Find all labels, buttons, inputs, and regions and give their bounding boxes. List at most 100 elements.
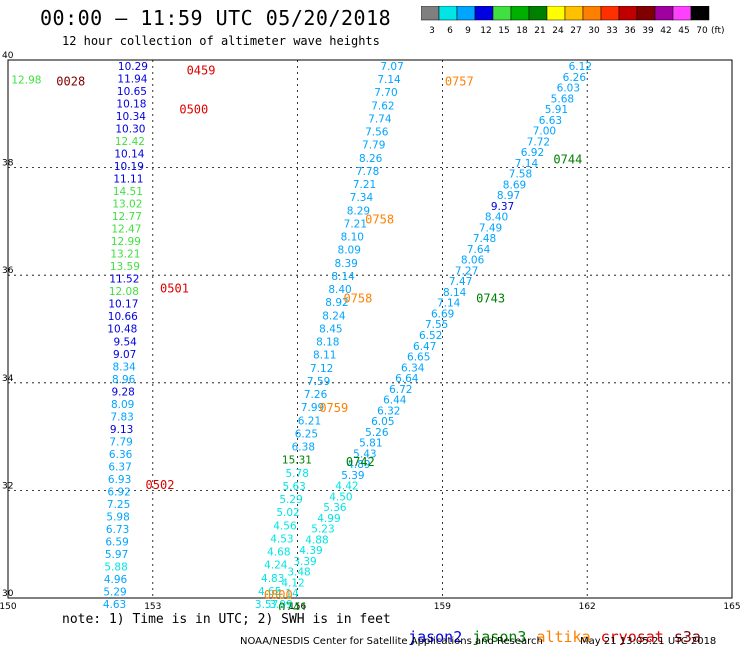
credit-line: NOAA/NESDIS Center for Satellite Applica… [240, 636, 543, 647]
x-tick-label: 156 [289, 602, 306, 610]
wave-height-label: 7.14 [515, 158, 539, 170]
wave-height-label: 4.12 [281, 577, 304, 589]
wave-height-label: 4.63 [103, 599, 126, 610]
wave-height-label: 9.37 [491, 201, 514, 213]
wave-height-label: 6.44 [383, 395, 407, 407]
wave-height-label: 12.98 [11, 74, 41, 86]
wave-height-label: 4.14 [275, 588, 299, 600]
wave-height-label: 3.99 [269, 599, 292, 610]
wave-height-label: 4.99 [317, 513, 340, 525]
wave-height-label: 14.51 [113, 186, 143, 198]
x-tick-label: 165 [723, 602, 740, 610]
wave-height-label: 7.12 [310, 363, 333, 375]
wave-height-label: 11.94 [117, 74, 147, 86]
wave-height-label: 6.93 [108, 474, 131, 486]
pass-time-label: 0744 [553, 152, 582, 166]
pass-time-label: 0501 [160, 282, 189, 296]
wave-height-label: 6.92 [521, 147, 544, 159]
wave-height-label: 8.45 [319, 323, 342, 335]
wave-height-label: 7.21 [353, 179, 376, 191]
y-tick-label: 34 [2, 374, 14, 384]
wave-height-label: 8.18 [316, 337, 339, 349]
legend-jason3: jason3 [472, 628, 527, 646]
wave-height-label: 7.99 [301, 402, 324, 414]
wave-height-label: 8.96 [112, 374, 136, 386]
wave-height-label: 7.34 [350, 192, 374, 204]
wave-height-label: 10.18 [116, 99, 146, 111]
generated-timestamp: May 21 13:05:21 UTC 2018 [580, 636, 717, 647]
wave-height-label: 12.99 [111, 236, 141, 248]
pass-time-label: 0742 [346, 455, 375, 469]
chart-subtitle: 12 hour collection of altimeter wave hei… [62, 34, 380, 48]
wave-height-label: 10.19 [114, 161, 144, 173]
wave-height-label: 12.42 [115, 136, 145, 148]
wave-height-label: 6.37 [108, 461, 131, 473]
pass-time-label: 0500 [179, 102, 208, 116]
wave-height-label: 7.00 [533, 126, 556, 138]
color-scale-tick: 39 [642, 26, 654, 36]
x-tick-label: 153 [144, 602, 161, 610]
wave-height-label: 9.07 [113, 349, 136, 361]
color-scale-unit: (ft) [711, 26, 725, 36]
color-scale-tick: 3 [429, 26, 435, 36]
wave-height-label: 9.28 [111, 386, 134, 398]
wave-height-label: 8.40 [328, 284, 351, 296]
pass-time-label: 0758 [365, 213, 394, 227]
y-tick-label: 36 [2, 266, 14, 276]
chart-title: 00:00 – 11:59 UTC 05/20/2018 [40, 6, 392, 30]
wave-height-label: 7.78 [356, 166, 379, 178]
wave-height-label: 6.64 [395, 373, 419, 385]
wave-height-label: 4.39 [299, 545, 322, 557]
legend-jason2: jason2 [408, 628, 463, 646]
wave-height-label: 4.68 [267, 547, 290, 559]
wave-height-label: 7.55 [425, 319, 448, 331]
wave-height-label: 5.91 [545, 104, 568, 116]
color-scale-tick: 33 [606, 26, 617, 36]
wave-height-label: 13.21 [110, 249, 140, 261]
color-scale-tick: 21 [534, 26, 545, 36]
wave-height-label: 8.40 [485, 212, 508, 224]
wave-height-label: 6.69 [431, 308, 454, 320]
wave-height-label: 7.14 [437, 298, 461, 310]
legend-cryosat: cryosat [600, 628, 664, 646]
wave-height-label: 10.14 [114, 149, 144, 161]
wave-height-label: 4.56 [273, 520, 297, 532]
y-tick-label: 32 [2, 481, 13, 491]
wave-height-label: 4.24 [264, 560, 288, 572]
wave-height-label: 6.73 [106, 524, 129, 536]
wave-height-label: 7.49 [479, 222, 502, 234]
pass-time-label: 0758 [343, 291, 372, 305]
color-scale-tick: 12 [480, 26, 491, 36]
color-scale-tick: 24 [552, 26, 564, 36]
wave-height-label: 6.52 [419, 330, 442, 342]
wave-height-label: 7.62 [371, 100, 394, 112]
wave-height-label: 6.59 [105, 536, 128, 548]
wave-height-label: 5.97 [105, 549, 128, 561]
color-scale-tick: 70 [696, 26, 708, 36]
wave-height-label: 3.48 [287, 567, 310, 579]
pass-time-label: 0759 [319, 401, 348, 415]
wave-height-label: 8.39 [334, 258, 357, 270]
wave-height-label: 8.69 [503, 179, 526, 191]
wave-height-label: 5.68 [551, 93, 574, 105]
wave-height-label: 8.92 [325, 297, 348, 309]
wave-height-label: 8.09 [111, 399, 134, 411]
wave-height-label: 6.03 [557, 83, 580, 95]
wave-height-label: 6.25 [295, 428, 318, 440]
wave-height-label: 10.30 [115, 124, 145, 136]
wave-height-label: 8.24 [322, 310, 346, 322]
pass-time-label: 0459 [187, 64, 216, 78]
wave-height-label: 12.47 [111, 224, 141, 236]
wave-height-label: 5.78 [286, 468, 309, 480]
wave-height-label: 9.54 [113, 336, 137, 348]
color-scale-tick: 18 [516, 26, 528, 36]
wave-height-label: 5.29 [279, 494, 302, 506]
wave-height-label: 7.27 [455, 265, 478, 277]
wave-height-label: 10.34 [116, 111, 146, 123]
wave-height-label: 8.34 [112, 361, 136, 373]
wave-height-plot: 150 153 156 159 162 165 30 32 34 36 38 40 10.2911.94… [0, 51, 740, 610]
wave-height-label: 12.77 [112, 211, 142, 223]
wave-height-label: 7.64 [467, 244, 491, 256]
wave-height-label: 8.14 [331, 271, 355, 283]
wave-height-label: 10.17 [108, 299, 138, 311]
